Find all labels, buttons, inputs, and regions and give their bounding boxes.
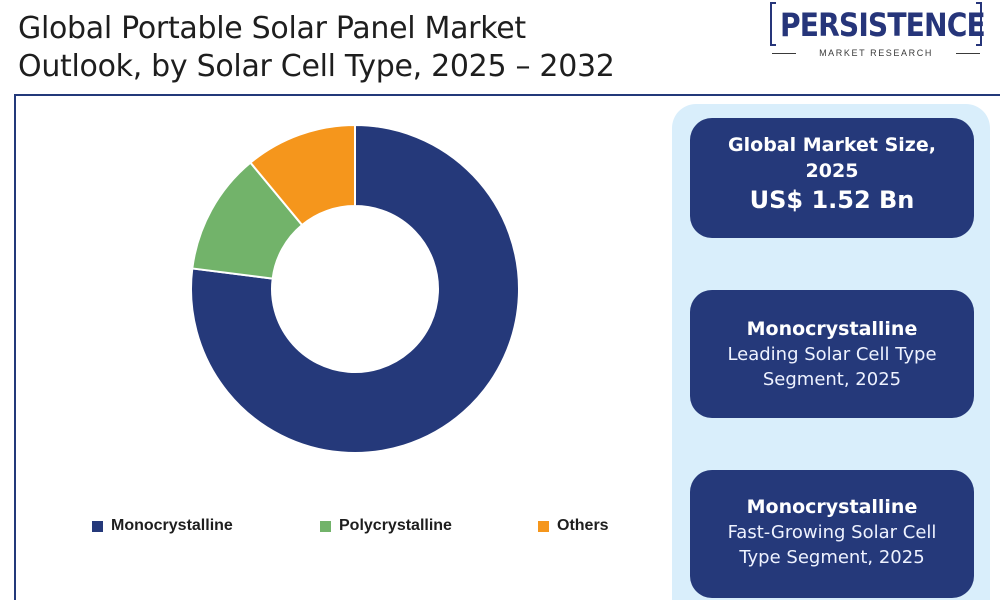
legend-swatch-polycrystalline xyxy=(320,520,331,532)
legend-label-polycrystalline: Polycrystalline xyxy=(339,517,452,534)
legend-item-monocrystalline: Monocrystalline xyxy=(92,514,233,538)
fast-growing-segment-card: Monocrystalline Fast-Growing Solar Cell … xyxy=(690,470,974,598)
donut-chart xyxy=(190,123,520,454)
logo-bracket-left xyxy=(770,2,776,46)
leading-segment-desc-2: Segment, 2025 xyxy=(762,369,902,390)
market-size-value: US$ 1.52 Bn xyxy=(749,186,915,214)
logo-bracket-right xyxy=(976,2,982,46)
fast-growing-segment-desc-1: Fast-Growing Solar Cell xyxy=(727,522,937,543)
legend-item-polycrystalline: Polycrystalline xyxy=(320,514,452,538)
legend-swatch-others xyxy=(538,520,549,532)
market-size-year: 2025 xyxy=(805,160,859,182)
legend-label-monocrystalline: Monocrystalline xyxy=(111,517,233,534)
logo-tagline-text: MARKET RESEARCH xyxy=(819,48,933,58)
market-size-label: Global Market Size, xyxy=(728,134,936,156)
logo-tagline: MARKET RESEARCH xyxy=(770,46,982,60)
logo-rule-left xyxy=(772,53,796,54)
donut-slice-monocrystalline xyxy=(190,123,520,454)
leading-segment-name: Monocrystalline xyxy=(746,318,918,340)
persistence-logo: PERSISTENCE MARKET RESEARCH xyxy=(770,2,986,64)
leading-segment-card: Monocrystalline Leading Solar Cell Type … xyxy=(690,290,974,418)
market-size-card: Global Market Size, 2025 US$ 1.52 Bn xyxy=(690,118,974,238)
logo-rule-right xyxy=(956,53,980,54)
logo-wordmark: PERSISTENCE xyxy=(780,6,986,44)
left-border xyxy=(14,96,16,600)
title-line-2: Outlook, by Solar Cell Type, 2025 – 2032 xyxy=(18,49,615,84)
page-title: Global Portable Solar Panel Market Outlo… xyxy=(18,10,758,86)
legend-swatch-monocrystalline xyxy=(92,520,103,532)
legend-label-others: Others xyxy=(557,517,609,534)
fast-growing-segment-desc-2: Type Segment, 2025 xyxy=(739,547,925,568)
leading-segment-desc-1: Leading Solar Cell Type xyxy=(727,344,937,365)
fast-growing-segment-name: Monocrystalline xyxy=(746,496,918,518)
title-divider xyxy=(14,94,1000,96)
donut-slice-others xyxy=(249,123,356,227)
legend-item-others: Others xyxy=(538,514,609,538)
title-line-1: Global Portable Solar Panel Market xyxy=(18,11,526,46)
